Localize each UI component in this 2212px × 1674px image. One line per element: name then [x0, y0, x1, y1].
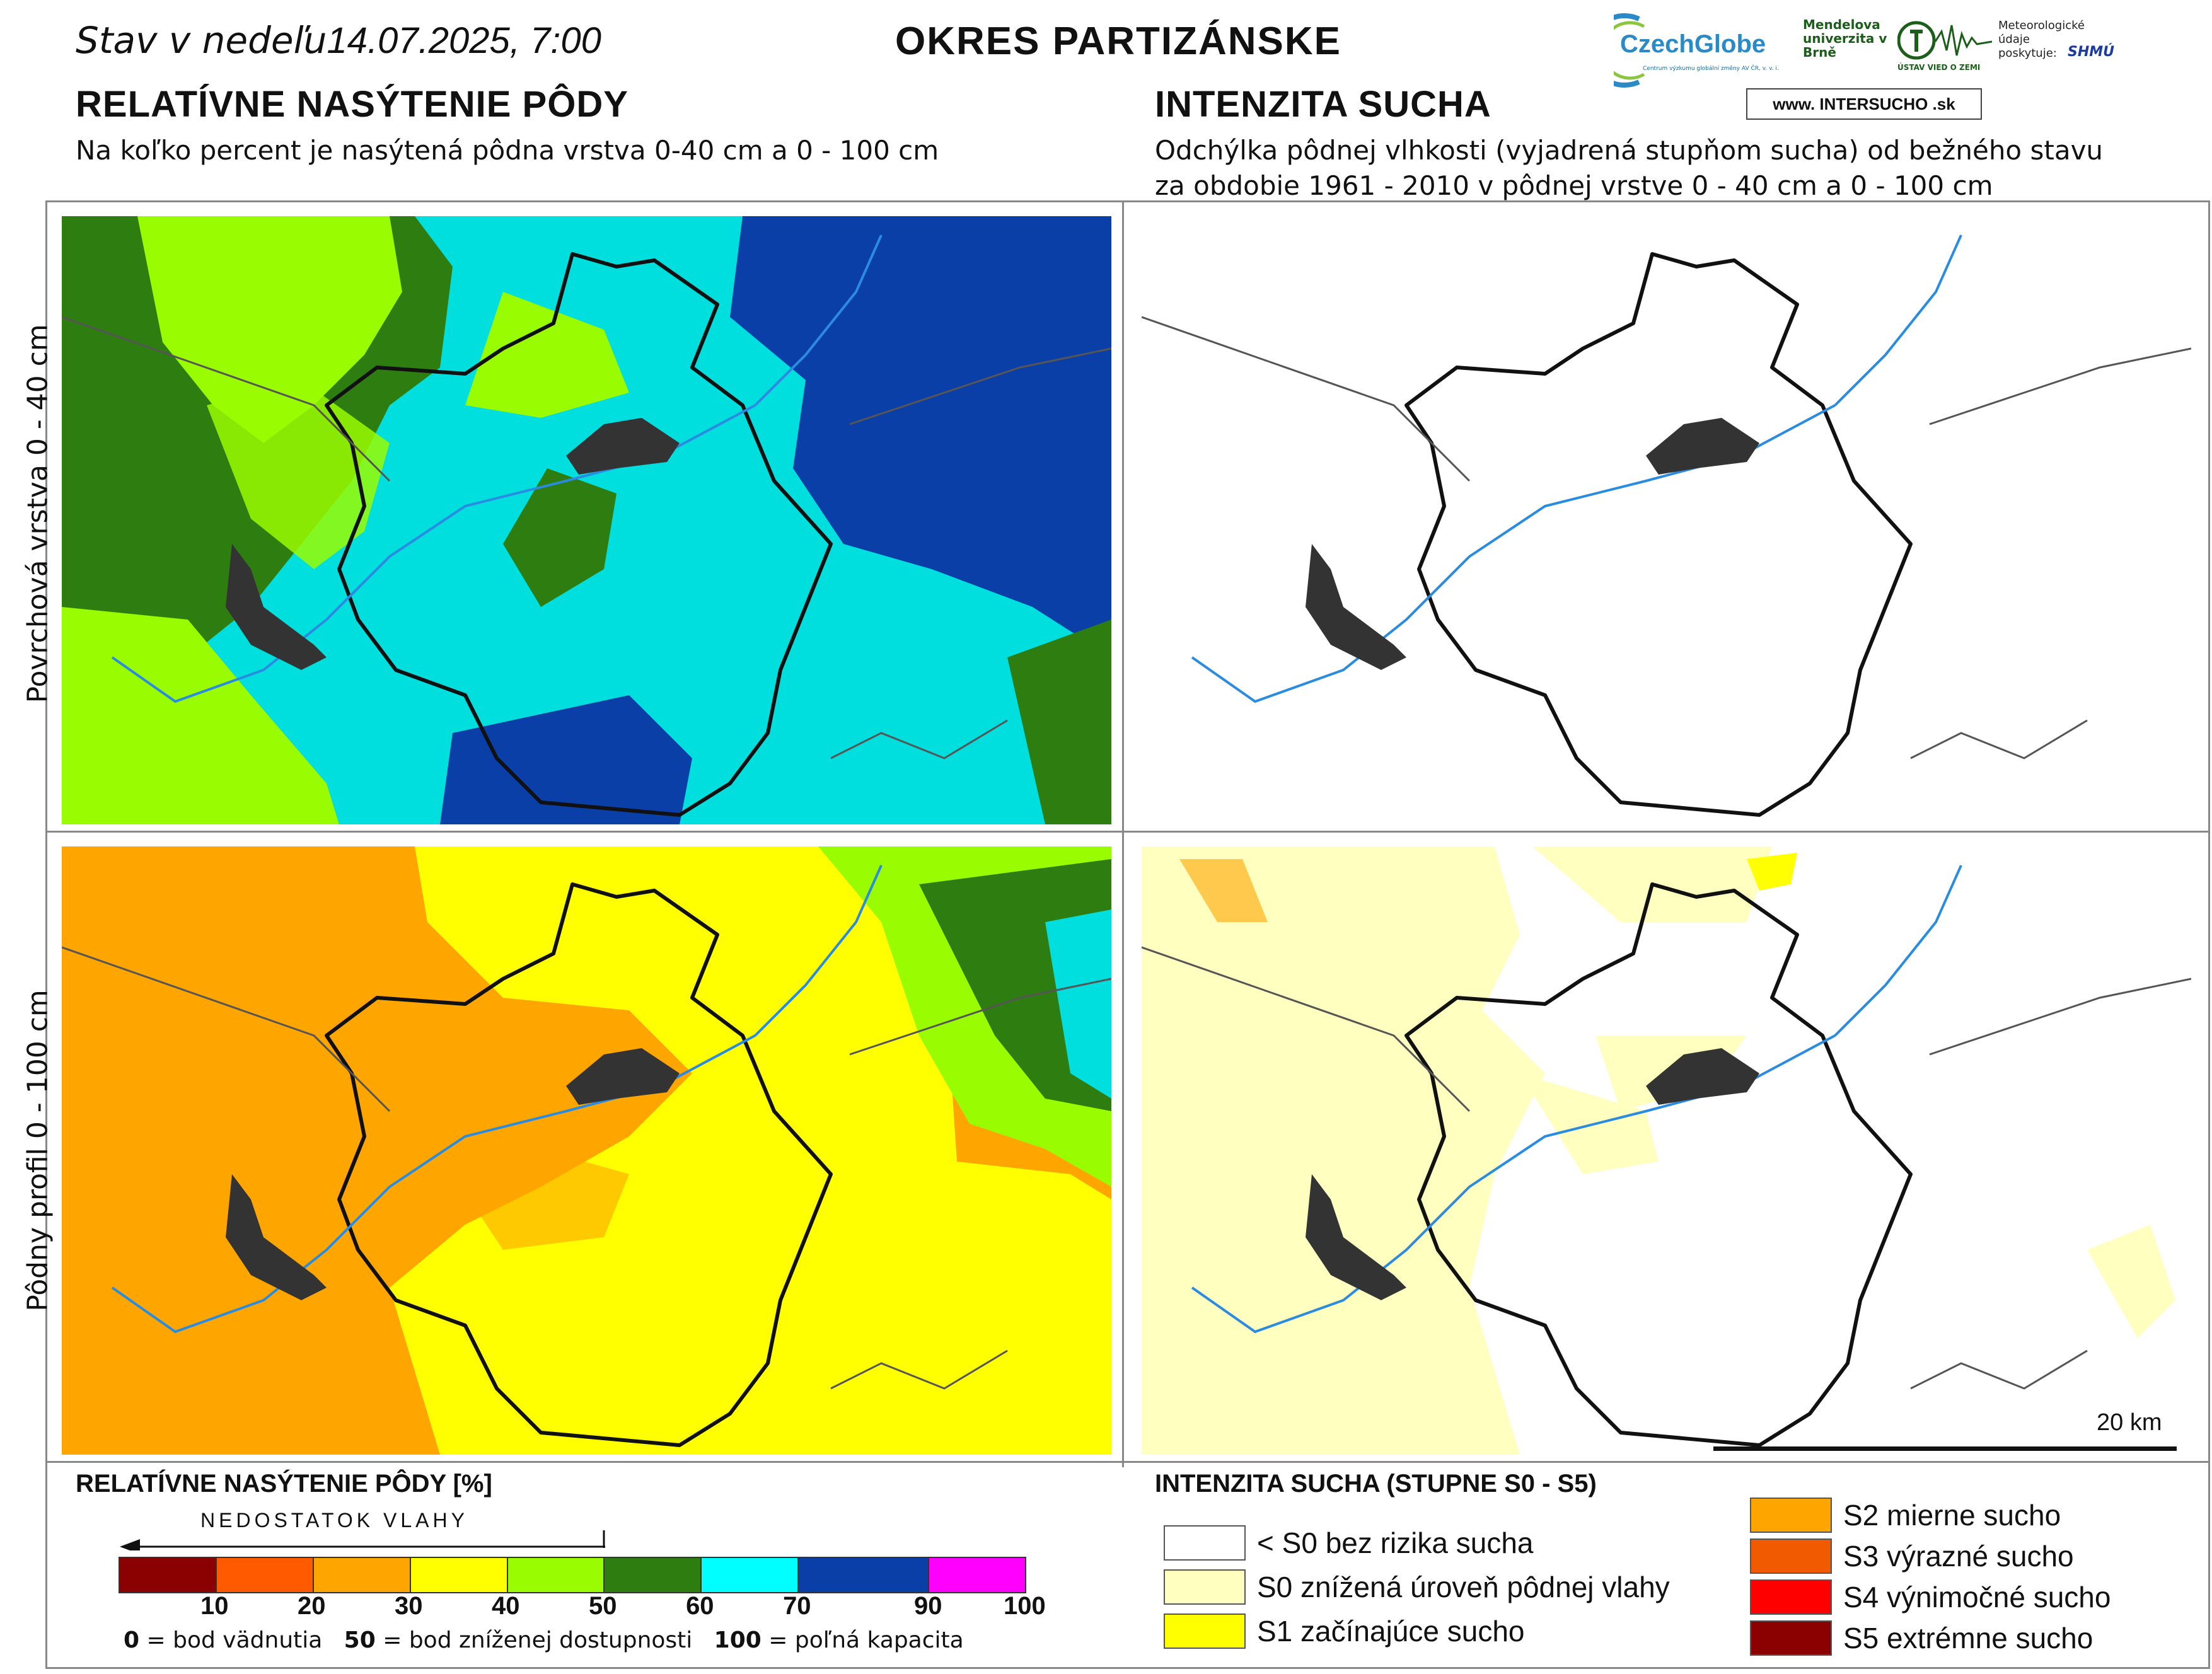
map-drought-profile [1142, 846, 2191, 1455]
saturation-ticks: 10 20 30 40 50 60 70 90 100 [119, 1592, 1046, 1624]
colorbar-segment [702, 1558, 799, 1592]
drought-subtitle-line2: za obdobie 1961 - 2010 v pôdnej vrstve 0… [1155, 170, 1993, 201]
colorbar-segment [929, 1558, 1026, 1592]
colorbar-tick: 10 [200, 1592, 229, 1620]
drought-legend-item: S5 extrémne sucho [1750, 1620, 2093, 1656]
map-saturation-profile [62, 846, 1111, 1455]
drought-legend-item: S3 výrazné sucho [1750, 1538, 2074, 1574]
colorbar-tick: 100 [1004, 1592, 1046, 1620]
saturation-title: RELATÍVNE NASÝTENIE PÔDY [76, 84, 628, 125]
legend-label: S0 znížená úroveň pôdnej vlahy [1257, 1571, 1670, 1603]
colorbar-tick: 70 [783, 1592, 811, 1620]
drought-legend-title: INTENZITA SUCHA (STUPNE S0 - S5) [1155, 1470, 1597, 1498]
colorbar-tick: 90 [913, 1592, 942, 1620]
status-heading: Stav v nedeľu14.07.2025, 7:00 [76, 19, 601, 62]
legend-swatch [1750, 1579, 1832, 1615]
drought-title: INTENZITA SUCHA [1155, 84, 1491, 125]
legend-label: S1 začínajúce sucho [1257, 1615, 1525, 1648]
deficit-arrow [120, 1525, 605, 1554]
legend-label: S5 extrémne sucho [1843, 1622, 2093, 1654]
legend-swatch [1750, 1620, 1832, 1656]
saturation-colorbar [119, 1557, 1026, 1593]
colorbar-segment [313, 1558, 411, 1592]
drought-legend-item: S0 znížená úroveň pôdnej vlahy [1164, 1569, 1670, 1605]
partner-logos: CzechGlobe Centrum výzkumu globální změn… [1601, 13, 2143, 120]
district-title: OKRES PARTIZÁNSKE [895, 20, 1342, 63]
status-date: 14.07.2025, 7:00 [327, 20, 601, 61]
colorbar-tick: 30 [395, 1592, 423, 1620]
row-label-top: Povrchová vrstva 0 - 40 cm [21, 324, 54, 703]
colorbar-segment [216, 1558, 314, 1592]
colorbar-tick: 40 [492, 1592, 520, 1620]
uvz-logo: ÚSTAV VIED O ZEMI [1897, 19, 1998, 82]
saturation-subtitle: Na koľko percent je nasýtená pôdna vrstv… [76, 135, 939, 166]
panel-frame [45, 200, 2210, 1669]
czechglobe-logo: CzechGlobe Centrum výzkumu globální změn… [1614, 13, 1797, 88]
legend-label: < S0 bez rizika sucha [1257, 1527, 1534, 1559]
scale-bar [1713, 1446, 2177, 1451]
colorbar-segment [605, 1558, 702, 1592]
colorbar-segment [507, 1558, 605, 1592]
legend-swatch [1750, 1538, 1832, 1574]
colorbar-tick: 20 [298, 1592, 326, 1620]
legend-swatch [1164, 1569, 1246, 1605]
met-credit: Meteorologické údaje poskytuje: [1998, 19, 2085, 60]
drought-subtitle-line1: Odchýlka pôdnej vlhkosti (vyjadrená stup… [1155, 135, 2104, 166]
map-drought-topsoil [1142, 216, 2191, 824]
panel-divider-horizontal [45, 831, 2210, 833]
legend-divider [45, 1461, 2210, 1463]
legend-label: S2 mierne sucho [1843, 1499, 2061, 1532]
colorbar-tick: 50 [589, 1592, 617, 1620]
saturation-note: 0 = bod vädnutia 50 = bod zníženej dostu… [124, 1627, 964, 1653]
shmu-logo: SHMÚ [2068, 44, 2115, 60]
colorbar-segment [410, 1558, 508, 1592]
intersucho-logo: www. INTERSUCHO .sk [1746, 88, 1982, 120]
drought-legend-item: S2 mierne sucho [1750, 1498, 2061, 1533]
drought-legend-item: S1 začínajúce sucho [1164, 1613, 1525, 1649]
map-saturation-topsoil [62, 216, 1111, 824]
drought-legend-item: < S0 bez rizika sucha [1164, 1525, 1534, 1561]
legend-swatch [1164, 1525, 1246, 1561]
legend-swatch [1164, 1613, 1246, 1649]
legend-label: S3 výrazné sucho [1843, 1540, 2074, 1573]
saturation-legend-title: RELATÍVNE NASÝTENIE PÔDY [%] [76, 1470, 492, 1498]
drought-legend-item: S4 výnimočné sucho [1750, 1579, 2111, 1615]
panel-divider-vertical [1122, 200, 1124, 1467]
row-label-bottom: Pôdny profil 0 - 100 cm [21, 990, 54, 1312]
mendel-logo: Mendelova univerzita v Brně [1803, 17, 1887, 60]
legend-label: S4 výnimočné sucho [1843, 1581, 2111, 1613]
legend-swatch [1750, 1498, 1832, 1533]
colorbar-segment [799, 1558, 930, 1592]
deficit-arrow-label: NEDOSTATOK VLAHY [200, 1509, 468, 1532]
status-prefix: Stav v nedeľu [76, 19, 327, 62]
scale-bar-label: 20 km [2097, 1409, 2162, 1436]
colorbar-segment [120, 1558, 217, 1592]
colorbar-tick: 60 [686, 1592, 714, 1620]
